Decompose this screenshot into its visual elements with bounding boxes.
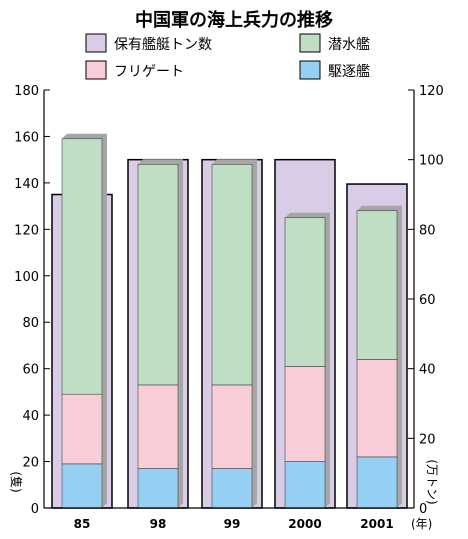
axes: 0 20 40 60 80 100 120 140 160 180 0 20 40 60 80 100 120 (…: [9, 84, 444, 531]
left-tick-label: 60: [22, 363, 39, 378]
legend-swatch: [299, 60, 321, 80]
category-label: 99: [224, 517, 241, 531]
destroyer-segment: [284, 461, 326, 509]
frigate-segment: [61, 393, 103, 465]
legend-label: 駆逐艦: [328, 64, 370, 80]
category-label: 2000: [288, 517, 321, 531]
submarine-segment: [211, 164, 253, 386]
submarine-segment: [61, 138, 103, 395]
bar-shadow: [62, 133, 107, 508]
right-axis-unit: (万トン): [425, 459, 439, 504]
frigate-segment: [211, 384, 253, 469]
category-label: 2001: [360, 517, 393, 531]
bar-shadow: [357, 205, 402, 508]
legend-label: フリゲート: [114, 64, 184, 80]
submarine-segment: [137, 164, 179, 386]
frigate-segment: [356, 359, 398, 458]
left-tick-label: 0: [31, 502, 39, 517]
right-tick-label: 120: [419, 84, 444, 99]
bar-shadow: [285, 212, 330, 508]
frigate-segment: [284, 366, 326, 462]
destroyer-segment: [211, 468, 253, 509]
submarine-segment: [284, 217, 326, 367]
category-label: 85: [74, 517, 91, 531]
left-tick-label: 100: [14, 270, 39, 285]
bars: 85 98 99 2000 2001: [51, 133, 408, 531]
bar-shadow: [138, 159, 183, 509]
left-tick-label: 80: [22, 316, 39, 331]
bar-shadow: [212, 159, 257, 509]
submarine-segment: [356, 210, 398, 360]
left-tick-label: 40: [22, 409, 39, 424]
legend-swatch: [299, 33, 321, 53]
destroyer-segment: [61, 463, 103, 509]
legend-swatch: [85, 33, 107, 53]
left-tick-label: 180: [14, 84, 39, 99]
left-tick-label: 20: [22, 456, 39, 471]
right-tick-label: 60: [419, 293, 436, 308]
left-tick-label: 140: [14, 177, 39, 192]
chart-title: 中国軍の海上兵力の推移: [135, 9, 333, 31]
legend-label: 潜水艦: [328, 37, 370, 53]
left-axis-unit: (隻): [9, 471, 24, 492]
left-tick-label: 160: [14, 130, 39, 145]
left-tick-label: 120: [14, 223, 39, 238]
right-tick-label: 0: [419, 502, 427, 517]
destroyer-segment: [137, 468, 179, 509]
destroyer-segment: [356, 456, 398, 509]
right-tick-label: 80: [419, 223, 436, 238]
category-label: 98: [150, 517, 167, 531]
legend-label: 保有艦艇トン数: [114, 37, 212, 53]
frigate-segment: [137, 384, 179, 469]
right-tick-label: 40: [419, 363, 436, 378]
legend-swatch: [85, 60, 107, 80]
right-tick-label: 20: [419, 432, 436, 447]
right-tick-label: 100: [419, 154, 444, 169]
x-axis-unit: (年): [411, 517, 432, 531]
